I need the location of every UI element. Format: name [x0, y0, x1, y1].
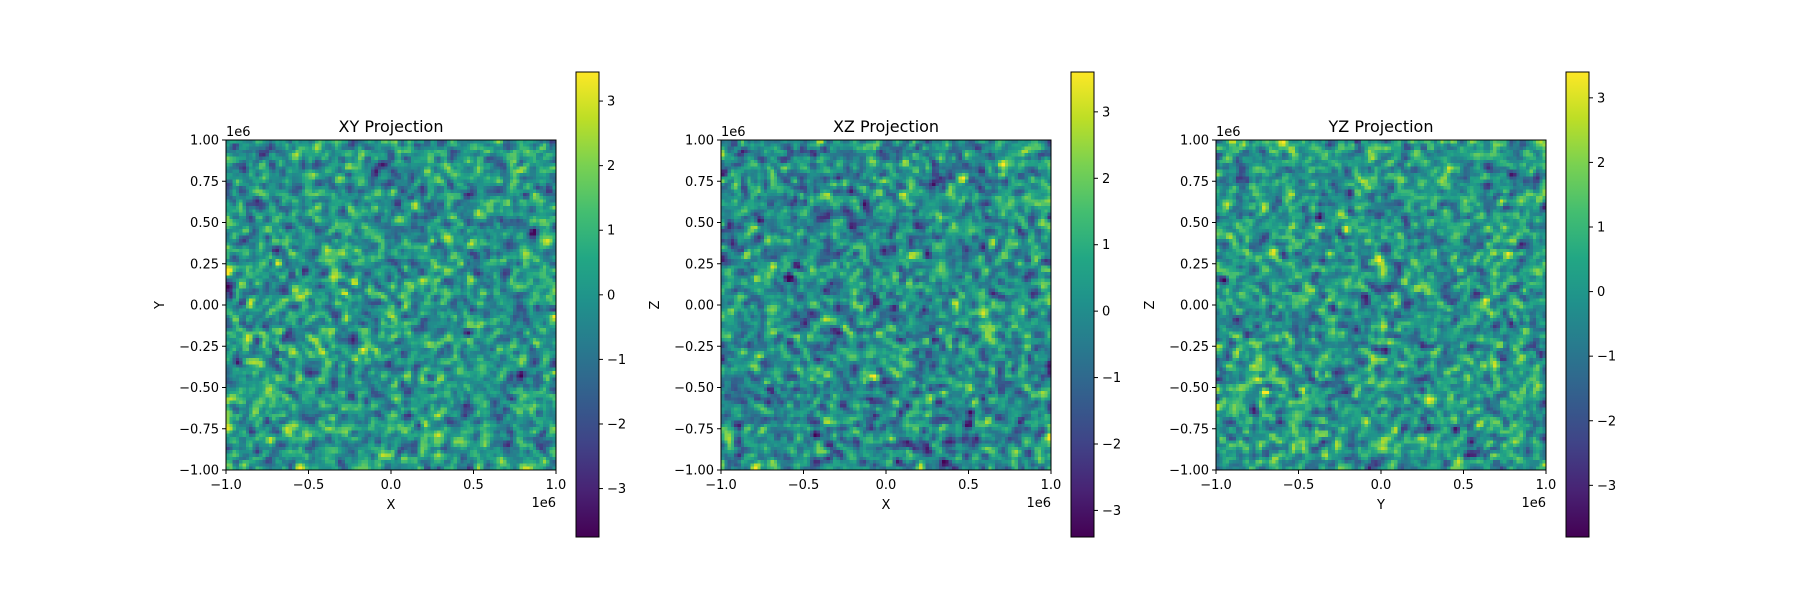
y-tick-label: 0.50	[190, 216, 219, 231]
y-offset-label: 1e6	[226, 125, 251, 140]
x-tick-label: 0.5	[1453, 478, 1474, 493]
x-offset-label: 1e6	[1026, 496, 1051, 511]
y-tick-label: −1.00	[1169, 464, 1209, 479]
x-tick-label: 0.5	[463, 478, 484, 493]
x-tick-label: 0.0	[381, 478, 402, 493]
x-tick-label: 1.0	[1536, 478, 1557, 493]
x-tick-label: −0.5	[293, 478, 325, 493]
y-tick-label: −0.50	[1169, 381, 1209, 396]
colorbar-tick-label: 3	[607, 95, 615, 110]
x-tick-label: −1.0	[210, 478, 242, 493]
x-tick-label: −1.0	[705, 478, 737, 493]
y-tick-label: 1.00	[1180, 134, 1209, 149]
colorbar-tick-label: −1	[1597, 350, 1616, 365]
y-tick-label: 0.25	[190, 257, 219, 272]
x-axis-label: X	[387, 498, 396, 513]
y-tick-label: 0.75	[190, 175, 219, 190]
x-tick-label: 0.0	[876, 478, 897, 493]
colorbar-tick-label: 2	[607, 159, 615, 174]
colorbar-tick-label: 1	[607, 224, 615, 239]
colorbar-tick-label: 3	[1597, 91, 1605, 106]
y-tick-label: −0.25	[674, 340, 714, 355]
x-tick-label: 0.5	[958, 478, 979, 493]
colorbar-tick-label: 0	[607, 288, 615, 303]
chart-title: XY Projection	[339, 117, 444, 136]
y-tick-label: −0.25	[179, 340, 219, 355]
chart-title: XZ Projection	[833, 117, 939, 136]
y-tick-label: 0.75	[1180, 175, 1209, 190]
colorbar-tick-label: −1	[1102, 371, 1121, 386]
colorbar-tick-label: −3	[1597, 479, 1616, 494]
x-axis-label: X	[882, 498, 891, 513]
colorbar	[575, 71, 600, 538]
colorbar	[1070, 71, 1095, 538]
colorbar-tick-label: −1	[607, 353, 626, 368]
y-axis-label: Z	[648, 300, 663, 309]
chart-title: YZ Projection	[1328, 117, 1434, 136]
y-tick-label: 0.75	[685, 175, 714, 190]
y-offset-label: 1e6	[721, 125, 746, 140]
y-tick-label: −0.75	[1169, 422, 1209, 437]
heatmap-image	[226, 140, 556, 470]
y-tick-label: 1.00	[685, 134, 714, 149]
y-offset-label: 1e6	[1216, 125, 1241, 140]
colorbar-tick-label: 0	[1102, 305, 1110, 320]
y-tick-label: −1.00	[179, 464, 219, 479]
y-tick-label: 0.25	[1180, 257, 1209, 272]
heatmap-image	[1216, 140, 1546, 470]
y-tick-label: −0.75	[179, 422, 219, 437]
y-tick-label: 1.00	[190, 134, 219, 149]
colorbar-tick-label: 1	[1102, 238, 1110, 253]
x-axis-label: Y	[1376, 498, 1385, 513]
x-offset-label: 1e6	[1521, 496, 1546, 511]
colorbar-tick-label: −3	[607, 482, 626, 497]
y-tick-label: 0.00	[1180, 299, 1209, 314]
colorbar-tick-label: 3	[1102, 105, 1110, 120]
y-tick-label: 0.00	[190, 299, 219, 314]
colorbar-tick-label: 0	[1597, 285, 1605, 300]
colorbar-tick-label: 2	[1597, 156, 1605, 171]
y-axis-label: Z	[1143, 300, 1158, 309]
subplot-3: YZ Projection −1.0 −0.5 0.0 0.5 1.0 −1.00 −0.75…	[1143, 71, 1616, 538]
y-tick-label: −0.50	[179, 381, 219, 396]
y-axis-label: Y	[153, 301, 168, 310]
colorbar-tick-label: 2	[1102, 172, 1110, 187]
x-offset-label: 1e6	[531, 496, 556, 511]
x-tick-label: 0.0	[1371, 478, 1392, 493]
subplot-2: XZ Projection −1.0 −0.5 0.0 0.5 1.0 −1.00 −0.75…	[648, 71, 1121, 538]
x-tick-label: 1.0	[546, 478, 567, 493]
y-tick-label: −0.75	[674, 422, 714, 437]
y-tick-label: −0.25	[1169, 340, 1209, 355]
y-tick-label: 0.00	[685, 299, 714, 314]
colorbar	[1565, 71, 1590, 538]
subplot-1: XY Projection −1.0 −0.5 0.0 0.5 1.0 −1.00 −0.75…	[153, 71, 626, 538]
x-tick-label: −0.5	[1283, 478, 1315, 493]
y-tick-label: −1.00	[674, 464, 714, 479]
x-tick-label: 1.0	[1041, 478, 1062, 493]
y-tick-label: −0.50	[674, 381, 714, 396]
y-tick-label: 0.50	[685, 216, 714, 231]
heatmap-image	[721, 140, 1051, 470]
x-tick-label: −0.5	[788, 478, 820, 493]
colorbar-tick-label: −3	[1102, 504, 1121, 519]
y-tick-label: 0.50	[1180, 216, 1209, 231]
colorbar-tick-label: 1	[1597, 221, 1605, 236]
y-tick-label: 0.25	[685, 257, 714, 272]
colorbar-tick-label: −2	[1102, 438, 1121, 453]
colorbar-tick-label: −2	[1597, 414, 1616, 429]
x-tick-label: −1.0	[1200, 478, 1232, 493]
colorbar-tick-label: −2	[607, 417, 626, 432]
